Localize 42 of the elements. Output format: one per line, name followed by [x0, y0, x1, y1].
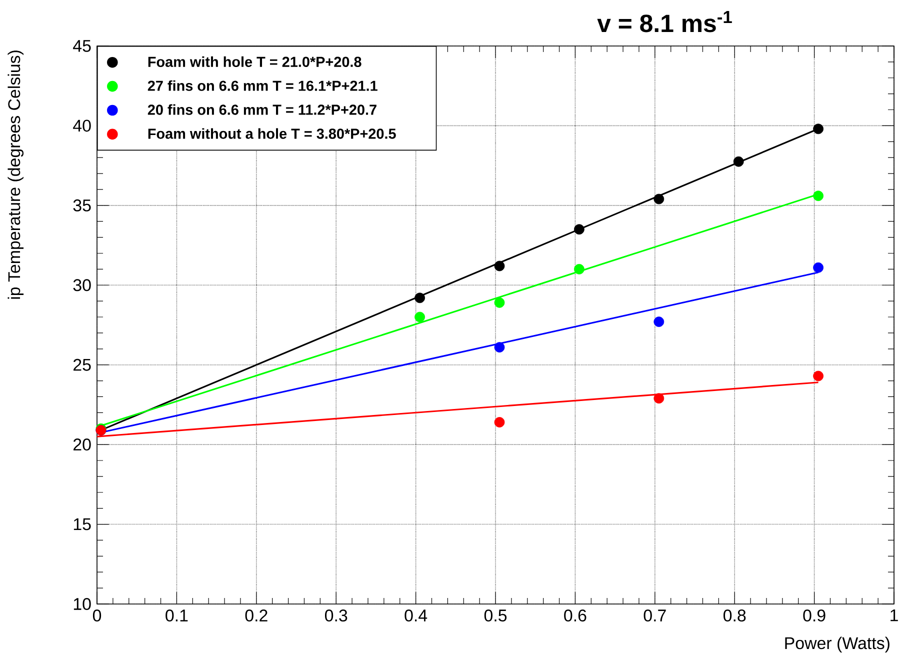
- x-tick-label: 1: [890, 610, 898, 622]
- y-tick-label: 15: [74, 518, 91, 530]
- legend-label: 20 fins on 6.6 mm T = 11.2*P+20.7: [148, 104, 376, 115]
- y-tick-label: 40: [73, 120, 91, 132]
- point: [654, 194, 664, 204]
- y-tick-label: 30: [73, 279, 91, 292]
- point: [654, 316, 664, 327]
- x-tick-label: 0.4: [404, 610, 428, 622]
- point: [813, 262, 824, 273]
- point: [414, 312, 425, 322]
- point: [574, 224, 584, 235]
- x-tick-label: 0.9: [803, 610, 826, 622]
- x-tick-label: 0.6: [564, 610, 586, 622]
- legend-label: 27 fins on 6.6 mm T = 16.1*P+21.1: [148, 80, 378, 91]
- x-tick-label: 0.3: [324, 610, 348, 622]
- y-tick-label: 20: [74, 438, 91, 451]
- point: [654, 393, 664, 404]
- y-axis-title: ip Temperature (degrees Celsius): [8, 50, 24, 299]
- x-tick-label: 0.8: [723, 610, 746, 622]
- point: [813, 124, 824, 134]
- point: [813, 370, 824, 382]
- legend-label: Foam without a hole T = 3.80*P+20.5: [148, 128, 396, 139]
- y-tick-label: 35: [73, 199, 91, 212]
- y-tick-label: 25: [74, 358, 91, 371]
- point: [494, 260, 505, 272]
- point: [813, 190, 824, 202]
- point: [494, 417, 505, 428]
- legend-label: Foam with hole T = 21.0*P+20.8: [148, 56, 362, 67]
- chart-title: v = 8.1 ms$^{-1}$: [597, 10, 732, 32]
- x-tick-label: 0.2: [245, 610, 268, 622]
- x-tick-label: 0: [92, 610, 102, 622]
- x-axis-title: Power (Watts): [785, 636, 890, 652]
- point: [494, 342, 505, 353]
- y-tick-label: 45: [73, 40, 91, 52]
- y-tick-label: 10: [74, 598, 91, 610]
- x-tick-label: 0.5: [484, 610, 507, 622]
- x-tick-label: 0.7: [644, 610, 666, 622]
- point: [414, 292, 425, 304]
- point: [733, 156, 744, 167]
- point: [494, 297, 505, 308]
- point: [574, 264, 584, 274]
- x-tick-label: 0.1: [166, 610, 188, 622]
